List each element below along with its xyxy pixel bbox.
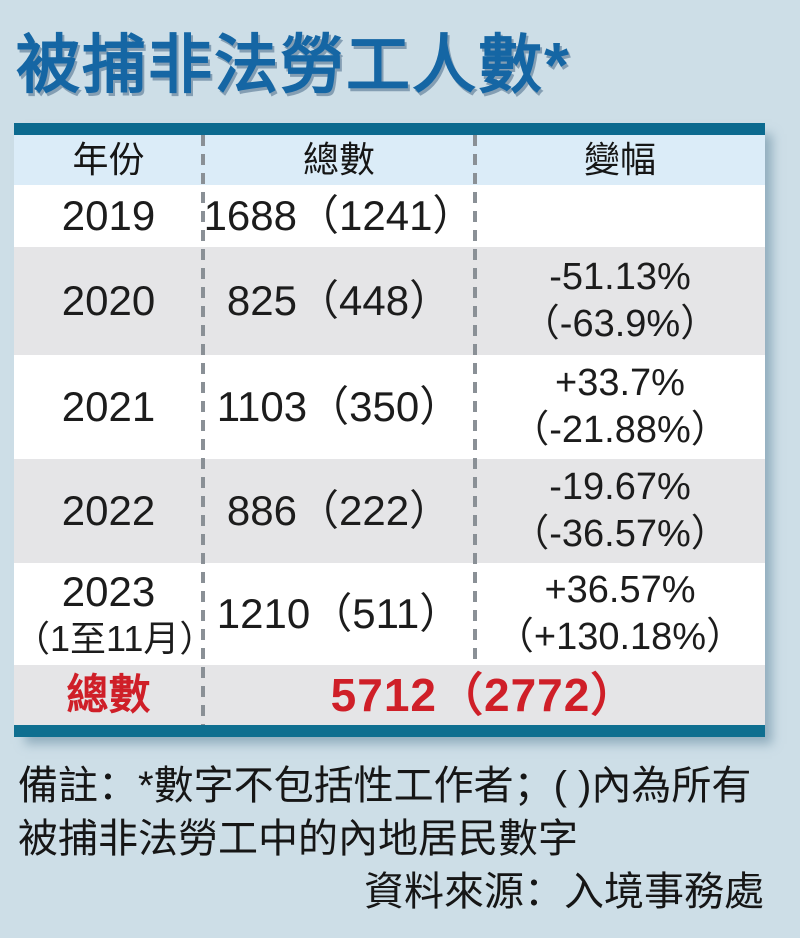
table-row-2019: 2019 1688（1241） <box>14 185 765 247</box>
change-cell <box>475 185 765 247</box>
year-period-note: （1至11月） <box>14 618 216 660</box>
grand-total-value: 5712（2772） <box>330 668 638 721</box>
table-header-row: 年份 總數 變幅 <box>14 135 765 185</box>
total-cell: 886（222） <box>203 459 475 563</box>
table-row-2023: 2023 （1至11月） 1210（511） +36.57% （+130.18%… <box>14 563 765 665</box>
total-value: 886（222） <box>226 486 452 534</box>
table-row-2021: 2021 1103（350） +33.7% （-21.88%） <box>14 355 765 459</box>
column-divider-1 <box>201 135 205 725</box>
header-year: 年份 <box>72 139 145 181</box>
year-cell: 2021 <box>14 355 203 459</box>
year-value: 2019 <box>61 191 156 239</box>
table-grand-total-row: 總數 5712（2772） <box>14 665 765 725</box>
total-value: 1210（511） <box>216 589 462 637</box>
change-cell: +36.57% （+130.18%） <box>475 563 765 665</box>
total-cell: 1210（511） <box>203 563 475 665</box>
footnote-line-2: 被捕非法勞工中的內地居民數字 <box>18 817 578 861</box>
year-cell: 2023 （1至11月） <box>14 563 216 665</box>
change-cell: -19.67% （-36.57%） <box>475 459 765 563</box>
column-divider-2 <box>473 135 477 665</box>
change-mainland: （-21.88%） <box>511 409 729 451</box>
year-value: 2022 <box>61 486 156 534</box>
change-cell: +33.7% （-21.88%） <box>475 355 765 459</box>
year-cell: 2019 <box>14 185 203 247</box>
table-row-2022: 2022 886（222） -19.67% （-36.57%） <box>14 459 765 563</box>
total-value: 1103（350） <box>216 382 462 430</box>
header-change: 變幅 <box>583 139 656 181</box>
total-value: 1688（1241） <box>203 191 475 239</box>
footnote-line-1: 備註：*數字不包括性工作者；( )內為所有 <box>18 764 752 808</box>
total-value: 825（448） <box>226 276 452 324</box>
year-value: 2020 <box>61 276 156 324</box>
total-cell: 1688（1241） <box>203 185 475 247</box>
total-cell: 825（448） <box>203 247 475 355</box>
arrests-table: 年份 總數 變幅 2019 1688（1241） 2020 825（448） -… <box>14 123 765 737</box>
year-cell: 2022 <box>14 459 203 563</box>
change-mainland: （-36.57%） <box>511 513 729 555</box>
year-cell: 2020 <box>14 247 203 355</box>
year-value: 2023 <box>61 568 156 616</box>
change-mainland: （-63.9%） <box>521 303 719 345</box>
year-value: 2021 <box>61 382 156 430</box>
header-total: 總數 <box>302 139 375 181</box>
data-source: 資料來源：入境事務處 <box>364 870 764 914</box>
change-total: -51.13% <box>549 256 691 298</box>
total-cell: 1103（350） <box>203 355 475 459</box>
change-total: -19.67% <box>549 466 691 508</box>
change-cell: -51.13% （-63.9%） <box>475 247 765 355</box>
page-title: 被捕非法勞工人數* <box>16 29 571 101</box>
table-row-2020: 2020 825（448） -51.13% （-63.9%） <box>14 247 765 355</box>
change-total: +33.7% <box>555 362 685 404</box>
change-total: +36.57% <box>544 569 696 611</box>
change-mainland: （+130.18%） <box>495 616 745 658</box>
grand-total-label: 總數 <box>66 670 151 718</box>
footnotes: 備註：*數字不包括性工作者；( )內為所有 被捕非法勞工中的內地居民數字 資料來… <box>18 760 764 919</box>
